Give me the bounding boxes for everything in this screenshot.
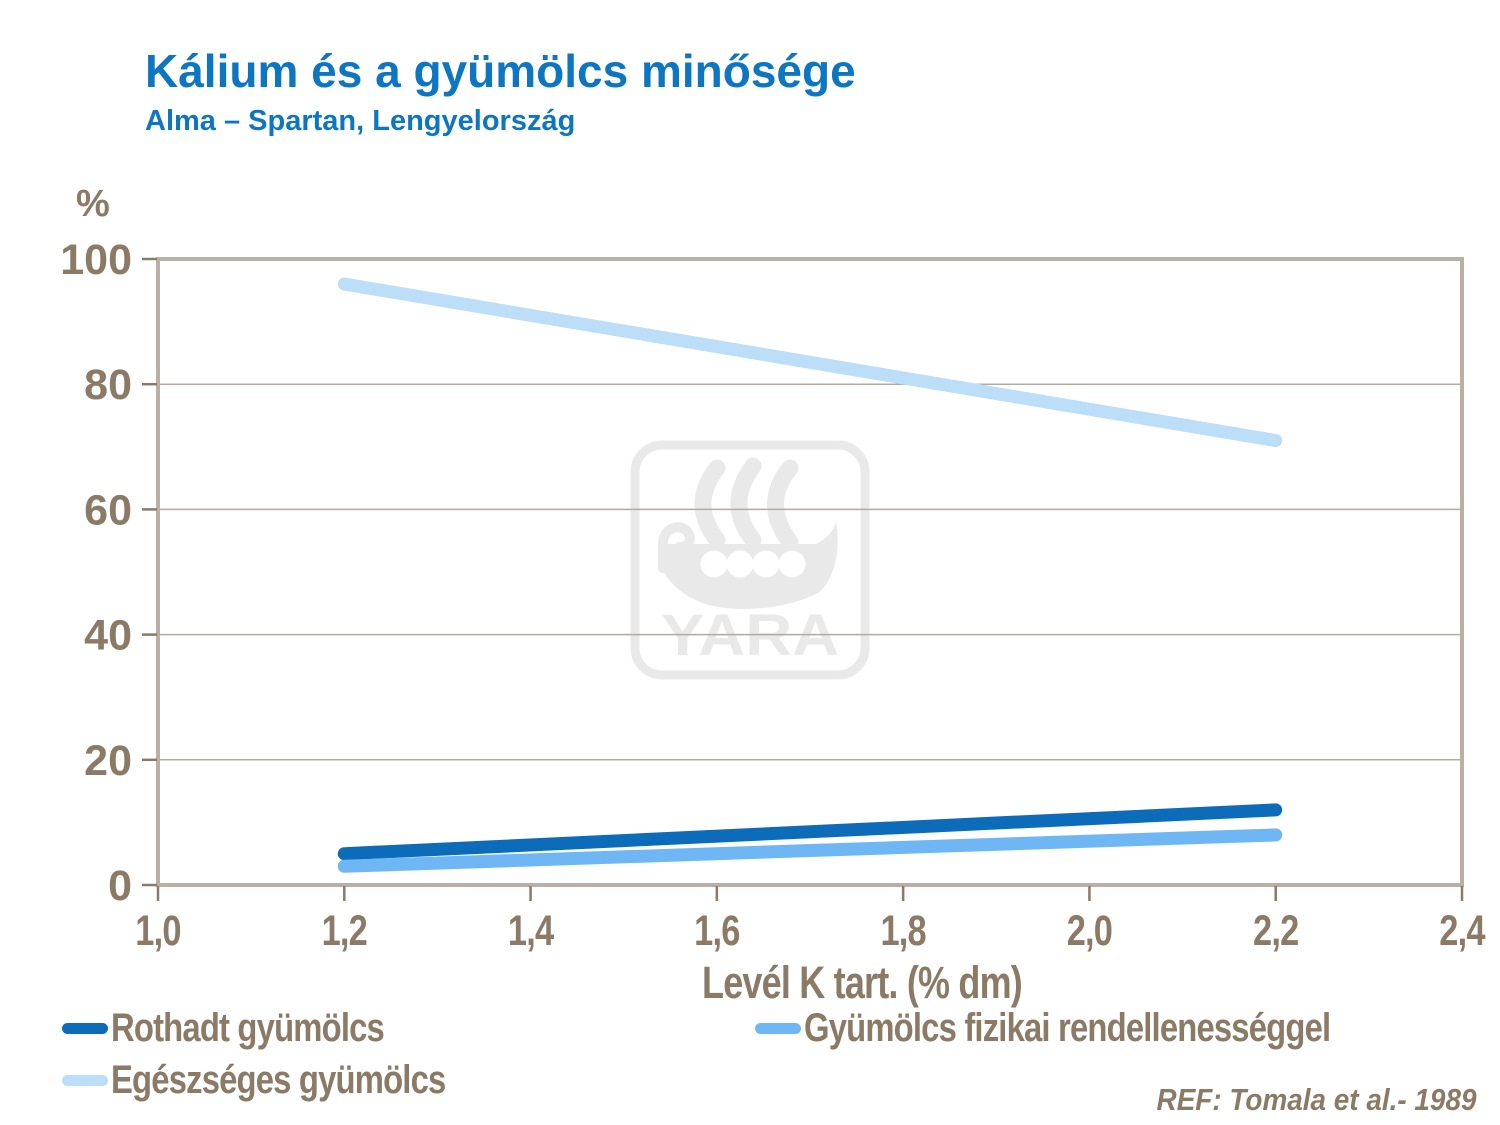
watermark-sail-icon xyxy=(694,459,726,549)
reference-citation: REF: Tomala et al.- 1989 xyxy=(1156,1082,1476,1117)
legend-swatch-pale-blue xyxy=(62,1074,108,1086)
plot-frame xyxy=(156,257,1464,887)
y-axis-unit-label: % xyxy=(76,183,110,225)
legend-label: Egészséges gyümölcs xyxy=(111,1057,446,1102)
watermark-sail-icon xyxy=(730,457,762,549)
legend-label: Gyümölcs fizikai rendellenességgel xyxy=(804,1005,1331,1050)
y-tick-label: 20 xyxy=(84,737,132,785)
legend-label: Rothadt gyümölcs xyxy=(111,1005,385,1050)
series-line-2 xyxy=(337,277,1283,448)
x-tick-label: 1,2 xyxy=(322,907,368,954)
series-line-1 xyxy=(337,828,1283,873)
y-tick-label: 40 xyxy=(84,612,132,660)
y-tick-label: 60 xyxy=(84,486,132,534)
x-tick-label: 1,4 xyxy=(508,907,555,954)
series-line-0 xyxy=(337,803,1283,861)
watermark-shield xyxy=(700,550,728,578)
x-tick-label: 2,0 xyxy=(1067,907,1113,954)
x-tick-label: 2,2 xyxy=(1253,907,1299,954)
x-tick-label: 1,8 xyxy=(880,907,926,954)
legend-item-rothadt: Rothadt gyümölcs xyxy=(62,1005,444,1050)
y-tick-label: 80 xyxy=(84,361,132,409)
y-tick-label: 100 xyxy=(60,236,132,284)
page-subtitle: Alma – Spartan, Lengyelország xyxy=(145,105,576,137)
legend-swatch-medium-blue xyxy=(755,1022,801,1034)
legend-item-fizikai: Gyümölcs fizikai rendellenességgel xyxy=(755,1005,1446,1050)
watermark-text: YARA xyxy=(661,603,839,668)
x-tick-label: 2,4 xyxy=(1439,907,1486,954)
x-tick-label: 1,0 xyxy=(135,907,181,954)
plot-area: 0 20 40 60 80 100 1,0 1,2 1,4 1,6 1,8 2,0 2,2 2,4 xyxy=(60,236,1486,955)
watermark-sail-icon xyxy=(767,459,799,551)
watermark-frame xyxy=(630,440,870,680)
x-tick-label: 1,6 xyxy=(694,907,740,954)
legend-swatch-dark-blue xyxy=(62,1022,108,1034)
yara-watermark-icon: YARA xyxy=(630,440,870,680)
x-axis-title: Levél K tart. (% dm) xyxy=(702,957,1022,1008)
watermark-shield xyxy=(752,550,780,578)
page-title: Kálium és a gyümölcs minősége xyxy=(145,45,856,97)
watermark-prow xyxy=(658,522,695,573)
legend-item-egeszseges: Egészséges gyümölcs xyxy=(62,1057,519,1102)
watermark-shield xyxy=(778,550,806,578)
y-tick-label: 0 xyxy=(108,862,132,910)
watermark-shield xyxy=(726,550,754,578)
